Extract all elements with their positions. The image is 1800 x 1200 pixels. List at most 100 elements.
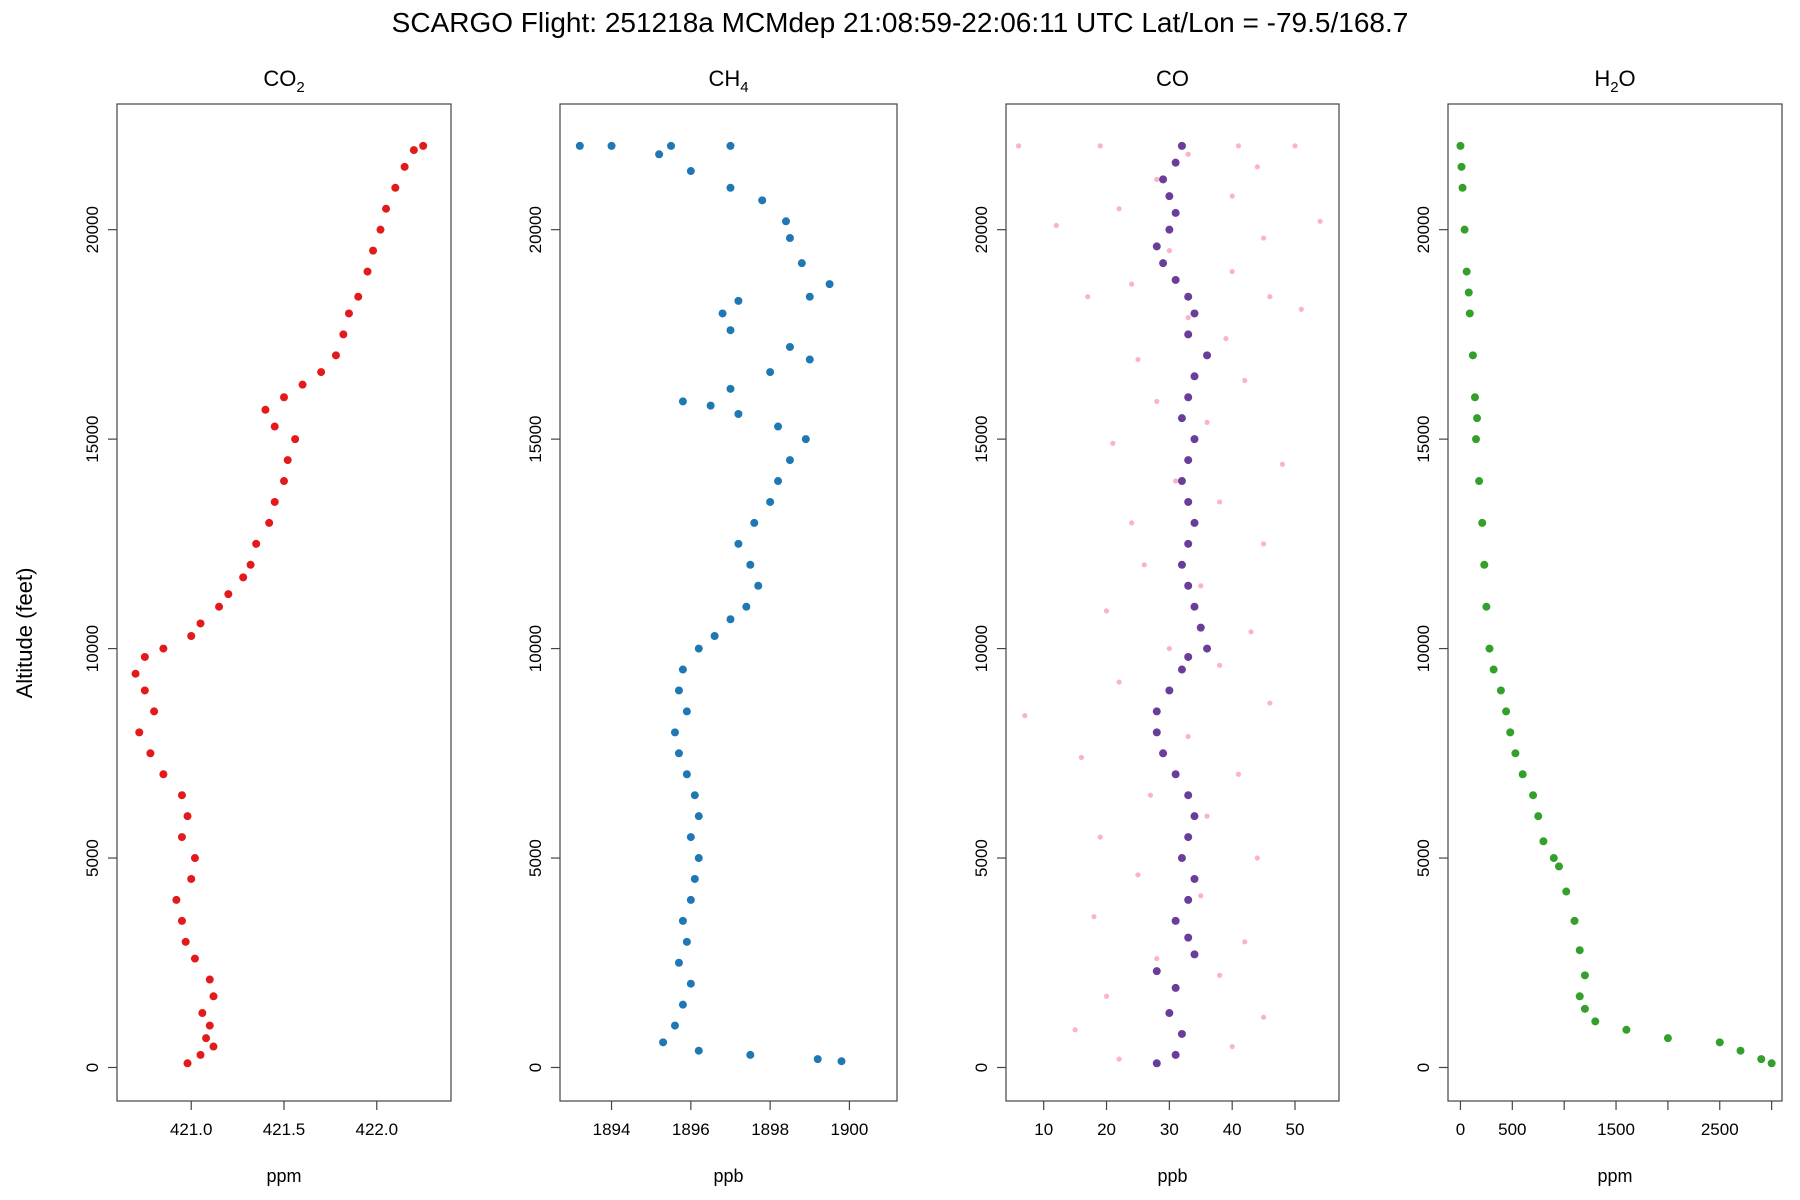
co-data-point: [1159, 259, 1168, 268]
co-y-tick-label: 10000: [972, 625, 991, 672]
ch4-data-point: [686, 833, 695, 842]
ch4-data-point: [781, 217, 790, 226]
h2o-data-point: [1736, 1046, 1745, 1055]
co-data-point: [1103, 608, 1110, 614]
ch4-data-point: [686, 979, 695, 988]
h2o-series-0: [1456, 141, 1776, 1068]
h2o-y-tick-label: 15000: [1414, 415, 1433, 462]
co-data-point: [1091, 914, 1097, 920]
ch4-data-point: [785, 456, 794, 465]
ch4-data-point: [670, 1021, 679, 1030]
co-data-point: [1279, 461, 1286, 467]
h2o-data-point: [1570, 916, 1579, 925]
co2-x-axis-label: ppm: [266, 1166, 301, 1186]
co-data-point: [1171, 916, 1180, 925]
co-series-1: [1152, 141, 1212, 1068]
co-data-point: [1184, 833, 1193, 842]
co-data-point: [1154, 398, 1160, 405]
co-data-point: [1078, 754, 1084, 761]
co2-data-point: [140, 686, 149, 695]
co-x-tick-label: 50: [1286, 1120, 1305, 1139]
ch4-data-point: [734, 296, 743, 305]
co-data-point: [1116, 206, 1122, 212]
co2-x-tick-label: 422.0: [356, 1120, 399, 1139]
co-y-tick-label: 0: [972, 1063, 991, 1072]
h2o-data-point: [1470, 393, 1479, 402]
co2-data-point: [261, 405, 270, 414]
h2o-data-point: [1457, 162, 1466, 171]
co-data-point: [1184, 497, 1193, 506]
co-data-point: [1190, 435, 1199, 444]
co2-data-point: [172, 895, 181, 904]
ch4-data-point: [575, 141, 584, 150]
ch4-data-point: [801, 435, 810, 444]
co2-data-point: [265, 518, 274, 527]
ch4-data-point: [726, 326, 735, 335]
ch4-data-point: [678, 916, 687, 925]
ch4-data-point: [750, 518, 759, 527]
co-data-point: [1184, 539, 1193, 548]
co-data-point: [1190, 950, 1199, 959]
co-data-point: [1267, 294, 1273, 300]
co2-data-point: [331, 351, 340, 360]
co2-data-point: [190, 954, 199, 963]
ch4-y-tick-label: 0: [526, 1063, 545, 1072]
ch4-data-point: [726, 183, 735, 192]
ch4-data-point: [797, 259, 806, 268]
h2o-data-point: [1458, 183, 1467, 192]
h2o-data-point: [1482, 602, 1491, 611]
co2-data-point: [215, 602, 224, 611]
ch4-data-point: [694, 812, 703, 821]
h2o-x-tick-label: 2500: [1701, 1120, 1739, 1139]
co2-y-tick-label: 15000: [83, 415, 102, 462]
h2o-x-axis-label: ppm: [1597, 1166, 1632, 1186]
co2-data-point: [146, 749, 155, 758]
h2o-data-point: [1464, 288, 1473, 297]
co-data-point: [1165, 1009, 1174, 1018]
h2o-data-point: [1502, 707, 1511, 716]
co-data-point: [1173, 478, 1179, 484]
co-data-point: [1165, 686, 1174, 695]
ch4-data-point: [690, 874, 699, 883]
ch4-data-point: [825, 280, 834, 289]
co2-data-point: [252, 539, 261, 548]
co2-data-point: [150, 707, 159, 716]
ch4-y-tick-label: 20000: [526, 206, 545, 253]
h2o-y-tick-label: 5000: [1414, 839, 1433, 877]
co-data-point: [1129, 281, 1135, 287]
co2-data-point: [419, 141, 428, 150]
ch4-x-tick-label: 1898: [751, 1120, 789, 1139]
co-data-point: [1267, 700, 1273, 706]
co-data-point: [1165, 192, 1174, 201]
co-data-point: [1177, 560, 1186, 569]
co2-plot-frame: [116, 103, 452, 1102]
h2o-data-point: [1539, 837, 1548, 846]
ch4-data-point: [774, 422, 783, 431]
co-plot-frame: [1005, 103, 1340, 1102]
co-y-tick-label: 20000: [972, 206, 991, 253]
ch4-data-point: [785, 234, 794, 243]
co-data-point: [1317, 218, 1323, 224]
co-data-point: [1171, 770, 1180, 779]
co2-panel-title: CO2: [263, 66, 304, 96]
co-data-point: [1190, 309, 1199, 318]
ch4-data-point: [805, 292, 814, 301]
h2o-y-tick-label: 10000: [1414, 625, 1433, 672]
co-data-point: [1248, 629, 1254, 635]
co2-data-point: [205, 975, 214, 984]
ch4-plot-frame: [559, 103, 898, 1102]
co2-y-tick-label: 5000: [83, 839, 102, 877]
ch4-data-point: [766, 497, 775, 506]
ch4-data-point: [726, 141, 735, 150]
ch4-data-point: [766, 368, 775, 377]
co2-data-point: [409, 146, 418, 155]
co2-data-point: [196, 619, 205, 628]
co-data-point: [1165, 225, 1174, 234]
co2-data-point: [354, 292, 363, 301]
co-data-point: [1022, 713, 1028, 719]
co2-data-point: [196, 1050, 205, 1059]
co-data-point: [1261, 541, 1267, 547]
ch4-data-point: [734, 409, 743, 418]
co-data-point: [1152, 1059, 1161, 1068]
co2-data-point: [202, 1034, 211, 1043]
